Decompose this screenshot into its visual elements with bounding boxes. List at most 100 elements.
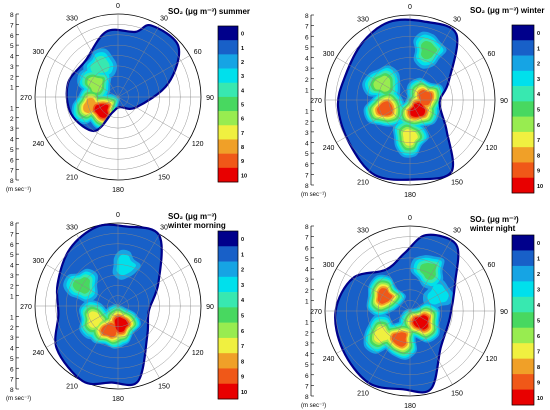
- colorbar-swatch: [512, 147, 534, 163]
- contour-level-10: [94, 104, 109, 118]
- polar-grid-spoke: [76, 305, 119, 378]
- radial-tick-label: 2: [305, 119, 309, 126]
- colorbar-tick-label: 10: [537, 184, 543, 190]
- angle-tick-label: 60: [194, 258, 202, 265]
- colorbar-tick-label: 5: [537, 108, 540, 114]
- radial-tick-label: 2: [10, 116, 14, 123]
- radial-unit-label: (m sec⁻¹): [301, 192, 326, 198]
- panel-subtitle: winter night: [469, 224, 516, 233]
- colorbar-tick-label: 3: [537, 77, 540, 83]
- polar-grid-spoke: [409, 268, 484, 312]
- radial-tick-label: 7: [305, 172, 309, 179]
- angle-tick-label: 210: [66, 175, 78, 182]
- radial-tick-label: 1: [10, 294, 14, 301]
- polar-grid-spoke: [117, 25, 160, 98]
- colorbar-swatch: [218, 322, 238, 339]
- colorbar-tick-label: 2: [537, 62, 540, 68]
- radial-tick-label: 4: [305, 267, 309, 274]
- colorbar-swatch: [218, 276, 238, 293]
- polar-grid-spoke: [367, 237, 411, 312]
- angle-tick-label: 180: [112, 396, 124, 403]
- colorbar-tick-label: 0: [241, 237, 244, 243]
- radial-tick-label: 8: [305, 183, 309, 190]
- radial-tick-label: 5: [305, 362, 309, 369]
- radial-unit-label: (m sec⁻¹): [301, 403, 326, 409]
- radial-tick-label: 7: [10, 168, 14, 175]
- contour-level-3: [427, 284, 449, 305]
- colorbar-swatch: [512, 177, 534, 194]
- colorbar-tick-label: 4: [241, 298, 245, 304]
- colorbar-tick-label: 7: [537, 138, 540, 144]
- radial-tick-label: 8: [305, 394, 309, 401]
- radial-tick-label: 3: [305, 341, 309, 348]
- colorbar-tick-label: 4: [241, 88, 245, 94]
- colorbar-tick-label: 8: [241, 145, 244, 151]
- colorbar-swatch: [218, 111, 238, 126]
- colorbar-tick-label: 4: [537, 303, 541, 309]
- polar-grid-spoke: [409, 26, 453, 101]
- angle-tick-label: 330: [357, 17, 369, 24]
- angle-tick-label: 180: [404, 192, 416, 199]
- angle-tick-label: 120: [192, 350, 204, 357]
- colorbar-swatch: [218, 292, 238, 308]
- polar-grid-spoke: [336, 99, 411, 143]
- polar-grid-spoke: [117, 96, 190, 139]
- radial-tick-label: 8: [10, 221, 14, 228]
- colorbar-swatch: [218, 337, 238, 354]
- polar-grid-spoke: [117, 234, 160, 307]
- colorbar-swatch: [218, 82, 238, 98]
- radial-tick-label: 6: [305, 245, 309, 252]
- angle-tick-label: 30: [453, 228, 461, 235]
- colorbar-swatch: [218, 153, 238, 169]
- colorbar-swatch: [512, 250, 534, 267]
- colorbar-tick-label: 8: [241, 359, 244, 365]
- colorbar-swatch: [512, 55, 534, 72]
- colorbar-tick-label: 6: [241, 117, 244, 123]
- radial-tick-label: 5: [10, 43, 14, 50]
- colorbar-tick-label: 9: [537, 380, 540, 386]
- colorbar-swatch: [218, 261, 238, 278]
- radial-tick-label: 4: [10, 346, 14, 353]
- colorbar-swatch: [512, 116, 534, 133]
- angle-tick-label: 0: [116, 212, 120, 219]
- radial-scale: 8 7 6 5 4 3 2 1 1 2 3 4 5 6 7 8: [10, 221, 19, 394]
- polar-grid-spoke: [367, 99, 411, 174]
- angle-tick-label: 210: [66, 384, 78, 391]
- contour-level-4: [90, 55, 110, 74]
- radial-tick-label: 7: [305, 235, 309, 242]
- colorbar-swatch: [218, 368, 238, 385]
- radial-tick-label: 3: [10, 64, 14, 71]
- polar-grid-spoke: [117, 305, 160, 378]
- radial-tick-label: 8: [305, 13, 309, 20]
- colorbar-swatch: [512, 70, 534, 87]
- colorbar-swatch: [512, 327, 534, 344]
- polar-grid-spoke: [76, 96, 119, 169]
- radial-tick-label: 4: [305, 352, 309, 359]
- angle-tick-label: 90: [206, 304, 214, 311]
- angle-tick-label: 240: [323, 145, 335, 152]
- colorbar-swatch: [218, 139, 238, 154]
- radial-tick-label: 8: [10, 387, 14, 394]
- radial-scale: 8 7 6 5 4 3 2 1 1 2 3 4 5 6 7 8: [10, 12, 19, 185]
- colorbar-swatch: [512, 25, 534, 41]
- colorbar-swatch: [218, 246, 238, 262]
- radial-tick-label: 1: [10, 105, 14, 112]
- angle-tick-label: 270: [20, 304, 32, 311]
- contour-field: [66, 25, 180, 132]
- angle-tick-label: 210: [357, 179, 369, 186]
- radial-tick-label: 3: [305, 277, 309, 284]
- radial-tick-label: 3: [10, 335, 14, 342]
- radial-tick-label: 1: [305, 109, 309, 116]
- colorbar-tick-label: 8: [537, 153, 540, 159]
- colorbar-tick-label: 9: [241, 159, 244, 165]
- angle-tick-label: 330: [357, 228, 369, 235]
- angle-tick-label: 150: [158, 384, 170, 391]
- colorbar-tick-label: 6: [537, 123, 540, 129]
- radial-tick-label: 2: [305, 330, 309, 337]
- colorbar-tick-label: 2: [537, 272, 540, 278]
- colorbar-tick-label: 7: [241, 131, 244, 137]
- colorbar-swatch: [512, 358, 534, 375]
- polar-grid-spoke: [367, 310, 411, 385]
- polar-grid-spoke: [409, 99, 484, 143]
